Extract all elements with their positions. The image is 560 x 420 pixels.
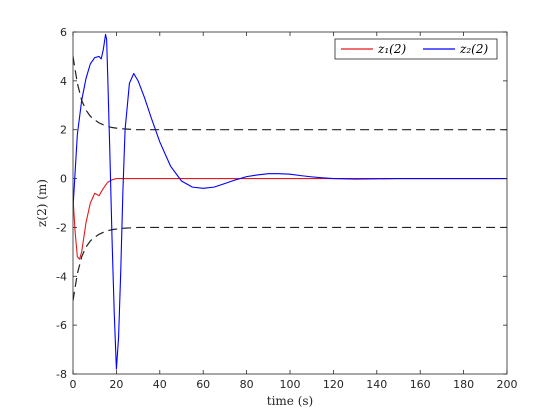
y-tick-label: 0 (60, 173, 67, 186)
legend-label-1: z₁(2) (377, 42, 406, 56)
x-tick-label: 160 (410, 378, 431, 391)
bound-line-2 (73, 226, 507, 301)
x-tick-label: 100 (280, 378, 301, 391)
x-tick-label: 120 (323, 378, 344, 391)
plot-layer (73, 33, 507, 370)
series-line-1 (73, 178, 507, 260)
x-tick-label: 80 (240, 378, 254, 391)
y-tick-label: -2 (56, 221, 67, 234)
x-tick-label: 20 (109, 378, 123, 391)
x-tick-label: 60 (196, 378, 210, 391)
legend-label-2: z₂(2) (459, 42, 488, 56)
series-line-2 (73, 33, 507, 370)
x-tick-label: 0 (70, 378, 77, 391)
y-tick-label: -4 (56, 270, 67, 283)
y-tick-label: 2 (60, 124, 67, 137)
y-tick-label: -8 (56, 368, 67, 381)
x-tick-label: 200 (497, 378, 518, 391)
legend: z₁(2) z₂(2) (334, 38, 498, 60)
legend-box (334, 38, 498, 60)
y-axis-label: z(2) (m) (35, 179, 49, 227)
x-axis-label: time (s) (267, 394, 313, 408)
x-tick-label: 180 (453, 378, 474, 391)
y-tick-label: 6 (60, 26, 67, 39)
y-tick-label: -6 (56, 319, 67, 332)
x-tick-label: 140 (366, 378, 387, 391)
y-tick-label: 4 (60, 75, 67, 88)
axes-layer: 0 20 40 60 80 100 120 140 160 180 200 -8 -6 -4 -2 0 2 4 6 (56, 26, 517, 391)
x-tick-label: 40 (153, 378, 167, 391)
